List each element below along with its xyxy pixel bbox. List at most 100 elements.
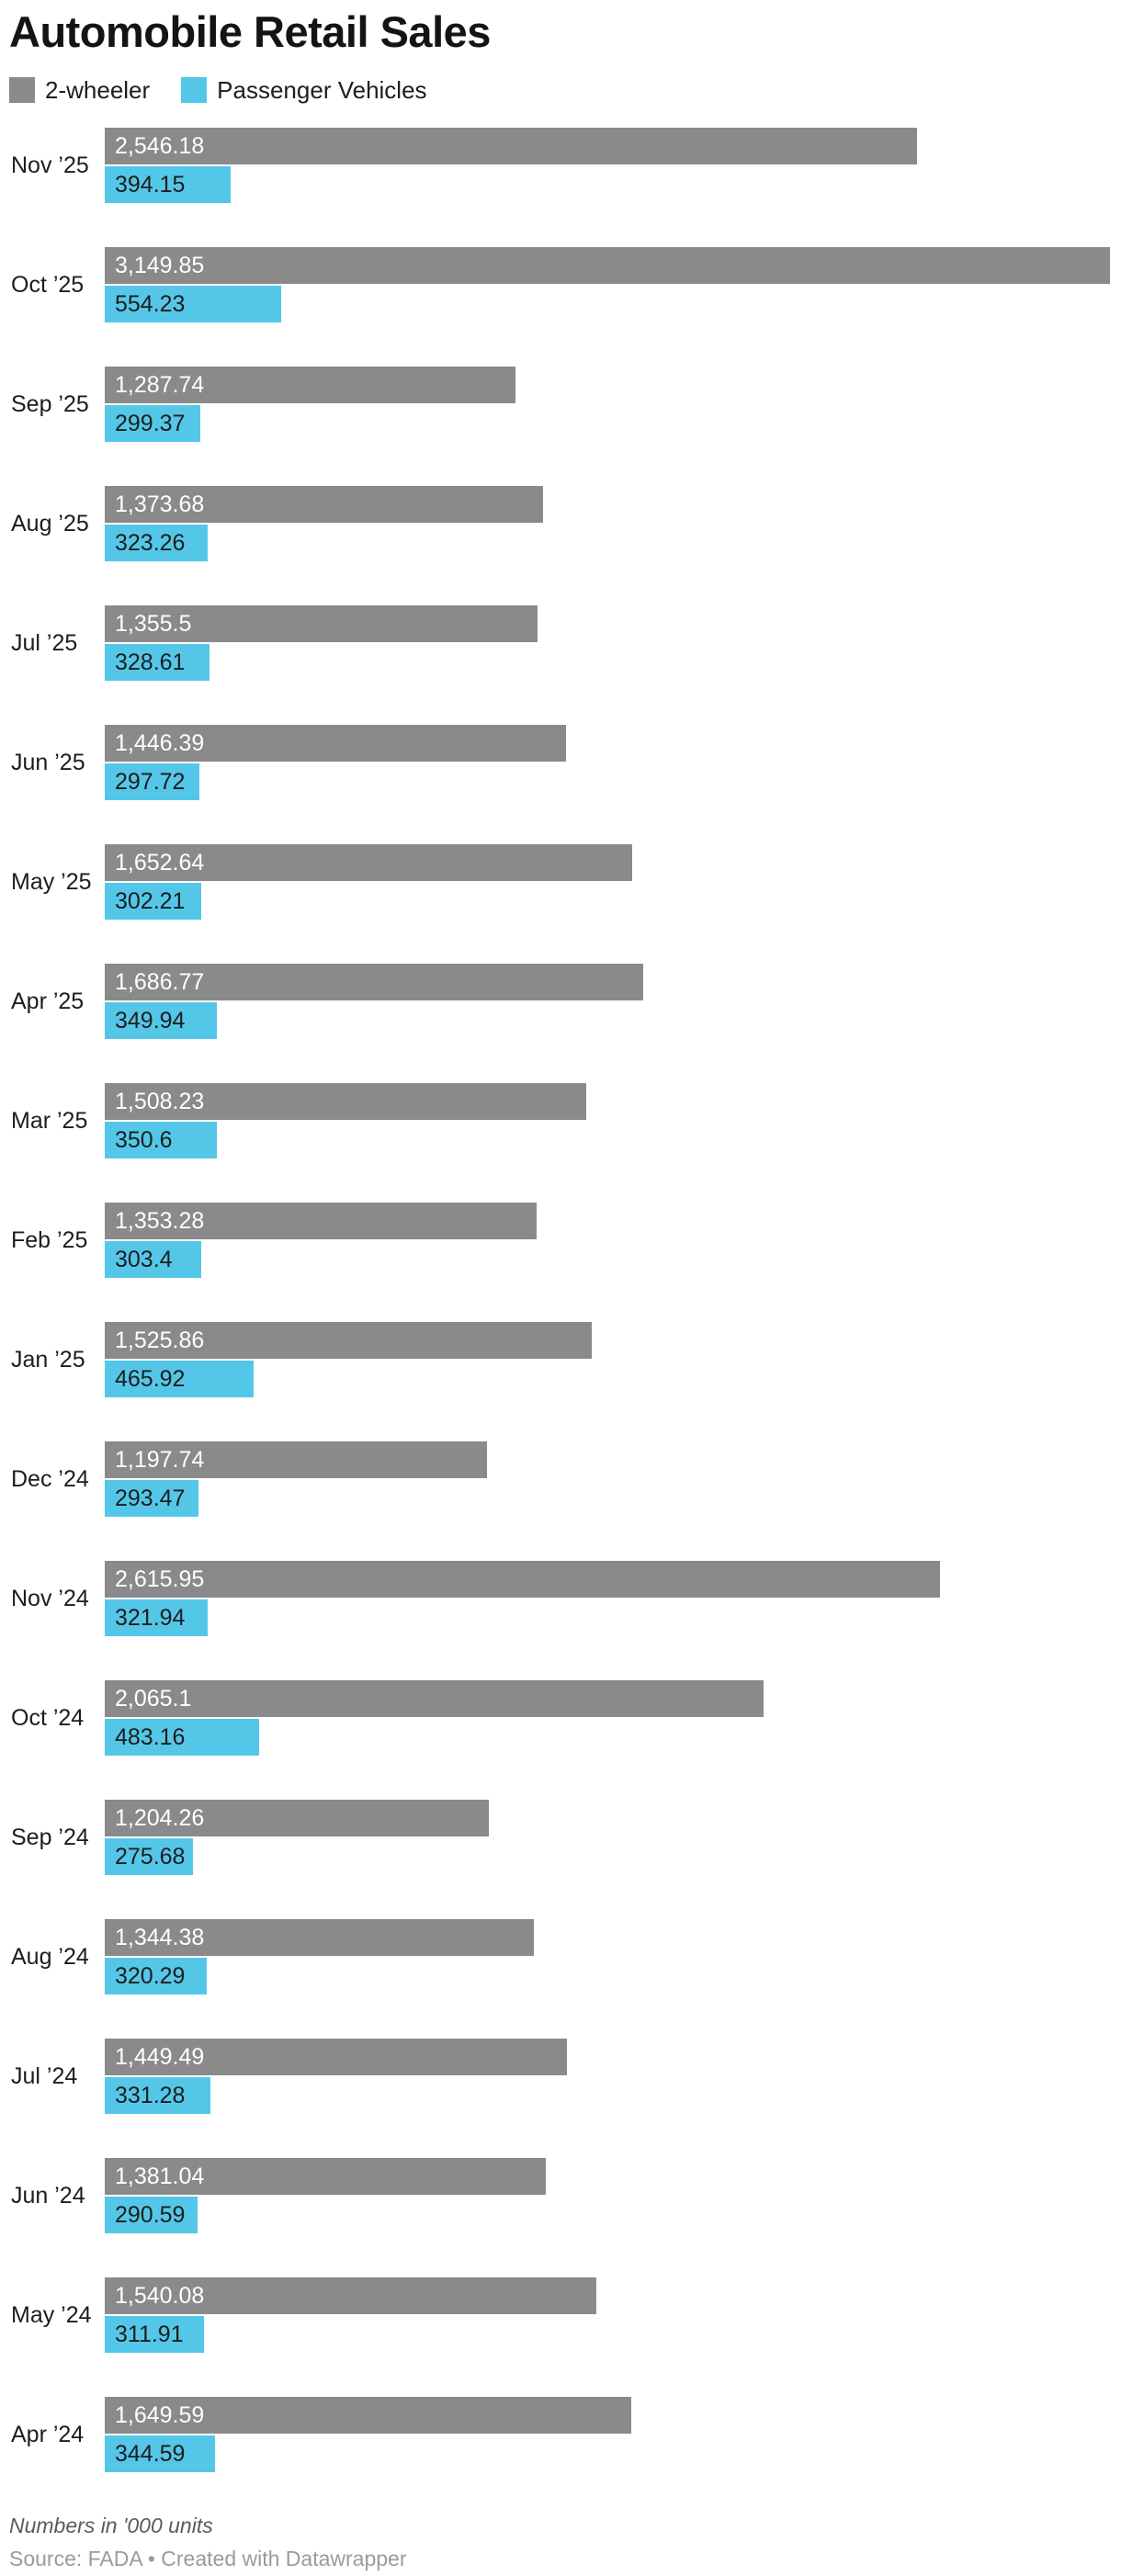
bar-2wheeler: 1,540.08 [105, 2277, 596, 2314]
bar-pair: 1,446.39 297.72 [105, 725, 1110, 800]
chart-row: Apr ’25 1,686.77 349.94 [0, 964, 1121, 1039]
bar-value-label-passenger-vehicles: 554.23 [115, 291, 186, 317]
bar-value-label-2wheeler: 1,686.77 [115, 969, 205, 995]
bar-passenger-vehicles: 331.28 [105, 2077, 211, 2114]
footer-source: Source: FADA • Created with Datawrapper [9, 2547, 407, 2570]
bar-2wheeler: 1,344.38 [105, 1919, 534, 1956]
footer-note: Numbers in '000 units [9, 2514, 213, 2537]
page-title: Automobile Retail Sales [9, 7, 491, 56]
category-label: May ’25 [11, 868, 92, 895]
chart-row: Oct ’25 3,149.85 554.23 [0, 247, 1121, 322]
bar-2wheeler: 2,615.95 [105, 1561, 940, 1598]
bar-value-label-passenger-vehicles: 303.4 [115, 1247, 173, 1272]
chart-row: Jun ’24 1,381.04 290.59 [0, 2158, 1121, 2233]
chart-row: Nov ’24 2,615.95 321.94 [0, 1561, 1121, 1636]
bar-passenger-vehicles: 349.94 [105, 1002, 217, 1039]
legend-item-passenger-vehicles: Passenger Vehicles [181, 76, 427, 104]
chart-row: May ’25 1,652.64 302.21 [0, 844, 1121, 920]
category-label: Jul ’24 [11, 2062, 78, 2089]
bar-passenger-vehicles: 483.16 [105, 1719, 259, 1756]
bar-2wheeler: 1,508.23 [105, 1083, 586, 1120]
bar-pair: 1,353.28 303.4 [105, 1203, 1110, 1278]
bar-value-label-passenger-vehicles: 299.37 [115, 411, 186, 436]
chart-footer: Numbers in '000 units Source: FADA • Cre… [0, 2472, 1121, 2571]
bar-pair: 1,686.77 349.94 [105, 964, 1110, 1039]
bar-pair: 1,197.74 293.47 [105, 1441, 1110, 1517]
category-label: Mar ’25 [11, 1107, 88, 1134]
category-label: Jun ’25 [11, 749, 85, 775]
bar-2wheeler: 3,149.85 [105, 247, 1110, 284]
chart-row: Dec ’24 1,197.74 293.47 [0, 1441, 1121, 1517]
category-label: Apr ’25 [11, 988, 85, 1014]
category-label: Feb ’25 [11, 1226, 88, 1253]
bar-passenger-vehicles: 303.4 [105, 1241, 202, 1278]
bar-value-label-2wheeler: 1,197.74 [115, 1447, 205, 1473]
bar-pair: 1,652.64 302.21 [105, 844, 1110, 920]
bar-2wheeler: 1,381.04 [105, 2158, 546, 2195]
bar-2wheeler: 1,686.77 [105, 964, 643, 1000]
bar-passenger-vehicles: 275.68 [105, 1838, 193, 1875]
chart-row: Jul ’25 1,355.5 328.61 [0, 605, 1121, 681]
bar-value-label-passenger-vehicles: 483.16 [115, 1724, 186, 1750]
bar-value-label-passenger-vehicles: 290.59 [115, 2202, 186, 2228]
bar-passenger-vehicles: 290.59 [105, 2197, 198, 2233]
bar-passenger-vehicles: 302.21 [105, 883, 201, 920]
chart-row: Feb ’25 1,353.28 303.4 [0, 1203, 1121, 1278]
category-label: Sep ’24 [11, 1824, 89, 1850]
bar-value-label-passenger-vehicles: 344.59 [115, 2441, 186, 2467]
bar-value-label-passenger-vehicles: 302.21 [115, 888, 186, 914]
bar-chart: Nov ’25 2,546.18 394.15 Oct ’25 3,149.85… [0, 128, 1121, 2472]
category-label: Nov ’24 [11, 1585, 89, 1611]
bar-pair: 2,065.1 483.16 [105, 1680, 1110, 1756]
chart-row: Mar ’25 1,508.23 350.6 [0, 1083, 1121, 1158]
bar-value-label-passenger-vehicles: 394.15 [115, 172, 186, 198]
bar-value-label-2wheeler: 1,344.38 [115, 1925, 205, 1950]
bar-value-label-passenger-vehicles: 320.29 [115, 1963, 186, 1989]
bar-2wheeler: 1,649.59 [105, 2397, 631, 2434]
category-label: Oct ’24 [11, 1704, 85, 1731]
bar-value-label-2wheeler: 2,546.18 [115, 133, 205, 159]
category-label: Sep ’25 [11, 390, 89, 417]
bar-value-label-passenger-vehicles: 293.47 [115, 1486, 186, 1511]
category-label: Nov ’25 [11, 152, 89, 178]
bar-2wheeler: 1,287.74 [105, 367, 516, 403]
bar-pair: 1,287.74 299.37 [105, 367, 1110, 442]
chart-row: Jul ’24 1,449.49 331.28 [0, 2039, 1121, 2114]
legend-label-passenger-vehicles: Passenger Vehicles [217, 76, 427, 104]
bar-value-label-passenger-vehicles: 328.61 [115, 650, 186, 675]
bar-passenger-vehicles: 311.91 [105, 2316, 205, 2353]
bar-pair: 1,344.38 320.29 [105, 1919, 1110, 1994]
bar-value-label-2wheeler: 1,652.64 [115, 850, 205, 876]
bar-value-label-passenger-vehicles: 331.28 [115, 2083, 186, 2108]
chart-row: May ’24 1,540.08 311.91 [0, 2277, 1121, 2353]
bar-pair: 1,508.23 350.6 [105, 1083, 1110, 1158]
bar-2wheeler: 1,197.74 [105, 1441, 487, 1478]
bar-value-label-passenger-vehicles: 297.72 [115, 769, 186, 795]
bar-value-label-passenger-vehicles: 275.68 [115, 1844, 186, 1870]
chart-row: Nov ’25 2,546.18 394.15 [0, 128, 1121, 203]
bar-value-label-passenger-vehicles: 323.26 [115, 530, 186, 556]
bar-passenger-vehicles: 320.29 [105, 1958, 208, 1994]
bar-passenger-vehicles: 321.94 [105, 1599, 208, 1636]
bar-passenger-vehicles: 323.26 [105, 525, 209, 561]
bar-2wheeler: 1,449.49 [105, 2039, 568, 2075]
chart-row: Sep ’25 1,287.74 299.37 [0, 367, 1121, 442]
bar-pair: 1,204.26 275.68 [105, 1800, 1110, 1875]
bar-2wheeler: 1,355.5 [105, 605, 538, 642]
bar-value-label-2wheeler: 1,446.39 [115, 730, 205, 756]
chart-header: Automobile Retail Sales 2-wheeler Passen… [0, 0, 1121, 103]
bar-passenger-vehicles: 350.6 [105, 1122, 217, 1158]
bar-value-label-2wheeler: 2,065.1 [115, 1686, 192, 1712]
bar-value-label-2wheeler: 3,149.85 [115, 253, 205, 278]
category-label: Aug ’24 [11, 1943, 89, 1970]
bar-passenger-vehicles: 297.72 [105, 763, 200, 800]
legend-swatch-passenger-vehicles-icon [181, 77, 208, 103]
bar-pair: 1,373.68 323.26 [105, 486, 1110, 561]
bar-passenger-vehicles: 344.59 [105, 2435, 215, 2472]
legend-label-2wheeler: 2-wheeler [45, 76, 151, 104]
bar-passenger-vehicles: 299.37 [105, 405, 200, 442]
bar-value-label-2wheeler: 1,508.23 [115, 1089, 205, 1114]
category-label: Aug ’25 [11, 510, 89, 537]
chart-row: Sep ’24 1,204.26 275.68 [0, 1800, 1121, 1875]
bar-passenger-vehicles: 328.61 [105, 644, 210, 681]
